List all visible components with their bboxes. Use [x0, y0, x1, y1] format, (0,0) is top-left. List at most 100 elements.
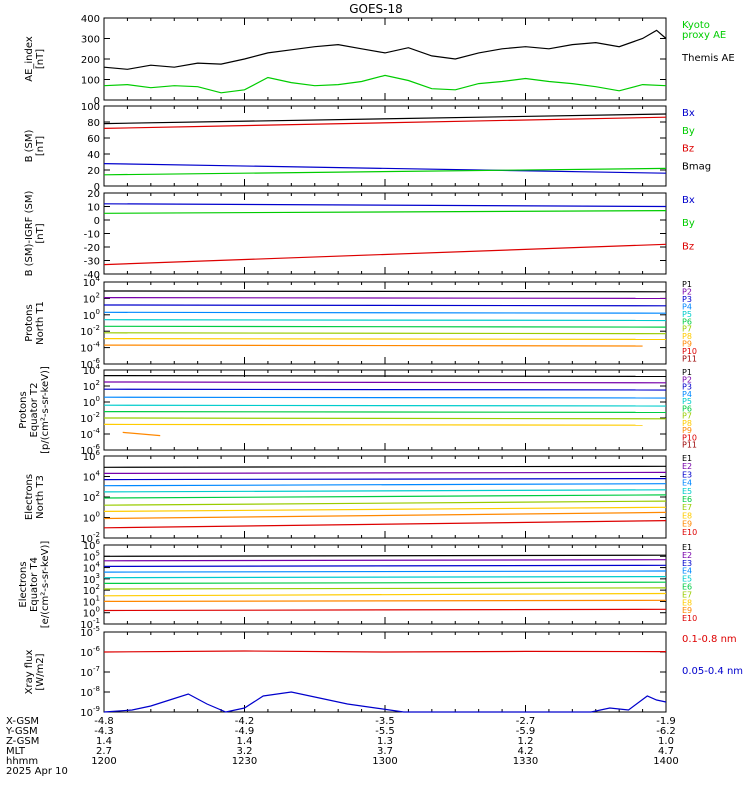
legend-label-e1: E1 [682, 543, 692, 552]
footer-row-value: -3.5 [375, 716, 395, 727]
series-line-e3 [103, 564, 667, 568]
series-line-p3 [103, 388, 667, 391]
footer-row-value: -1.9 [656, 716, 676, 727]
y-tick-label: 100 [81, 102, 100, 113]
y-tick-label: 10-6 [80, 645, 100, 659]
legend-label-0-05-0-4-nm: 0.05-0.4 nm [682, 666, 743, 677]
y-tick-label: 20 [87, 189, 100, 200]
series-line-bx [103, 163, 667, 174]
footer-row-value: -5.5 [375, 726, 395, 737]
series-line-bz [103, 116, 667, 129]
y-tick-label: 105 [83, 549, 100, 563]
series-line-p2 [103, 297, 667, 299]
series-line-e5 [103, 575, 667, 579]
legend-label-p6: P6 [682, 404, 692, 413]
footer-row-value: 1.3 [377, 736, 393, 747]
legend-label-p11: P11 [682, 355, 697, 364]
series-line-p7 [103, 332, 667, 335]
series-line-p6 [103, 411, 667, 413]
footer-row-value: 1230 [232, 756, 257, 767]
series-line-themis-ae [103, 29, 667, 70]
series-line-e6 [103, 581, 667, 585]
y-axis-label: Equator T2 [29, 383, 40, 438]
y-tick-label: 10-6 [80, 443, 100, 457]
legend-label-e1: E1 [682, 454, 692, 463]
footer-row-value: 1400 [653, 756, 678, 767]
y-axis-label: Electrons [24, 474, 35, 520]
series-line-p7 [103, 417, 667, 420]
y-tick-label: 10-9 [80, 705, 100, 719]
y-tick-label: 20 [87, 166, 100, 177]
legend-label-bx: Bx [682, 108, 695, 119]
y-tick-label: 40 [87, 150, 100, 161]
footer-row-value: -4.3 [94, 726, 114, 737]
y-axis-label: AE_index [24, 36, 35, 82]
y-tick-label: 101 [83, 594, 100, 608]
y-tick-label: 10-2 [80, 411, 100, 425]
legend-label-p3: P3 [682, 295, 692, 304]
y-tick-label: -30 [84, 257, 100, 268]
footer-row-value: -4.9 [235, 726, 255, 737]
series-line-e2 [103, 559, 667, 562]
legend-label-p10: P10 [682, 433, 697, 442]
series-line-p2 [103, 381, 667, 384]
series-line-bz [103, 243, 667, 266]
y-tick-label: 106 [83, 449, 101, 463]
y-axis-label: [nT] [35, 136, 46, 156]
panel-bigrf: -40 -30 -20 -10 0 10 20 B (SM)-IGRF (SM) [nT] Bx B… [24, 189, 695, 281]
y-axis-label: Protons [24, 304, 35, 341]
series-line-e10 [103, 520, 667, 529]
series-line-e8 [103, 592, 667, 597]
footer-row-value: 1300 [372, 756, 397, 767]
footer-row-label: X-GSM [6, 716, 39, 727]
y-axis-label: B (SM) [24, 129, 35, 162]
footer-row-value: 4.2 [518, 746, 534, 757]
footer-row-label: hhmm [6, 756, 38, 767]
series-line-p4 [103, 311, 667, 314]
legend-label-e5: E5 [682, 575, 692, 584]
y-tick-label: 10-4 [80, 427, 100, 441]
series-line-by [103, 210, 667, 214]
y-axis-label: Protons [18, 391, 29, 428]
y-tick-label: 10-8 [80, 685, 100, 699]
panel-xray: 10-9 10-8 10-7 10-6 10-5 Xray flux [W/m2] 0.1-0… [24, 625, 743, 719]
y-tick-label: 102 [83, 490, 100, 504]
series-line-bmag [103, 113, 667, 125]
y-tick-label: 100 [83, 395, 100, 409]
legend-label-bx: Bx [682, 195, 695, 206]
series-line-e7 [103, 500, 667, 506]
legend-label-e5: E5 [682, 487, 692, 496]
y-tick-label: 0 [94, 182, 100, 193]
y-tick-label: 0 [94, 96, 100, 107]
legend-label-kyoto-proxy-ae: Kyoto [682, 20, 710, 31]
y-tick-label: 100 [81, 76, 100, 87]
panel-protons_t1: 10-6 10-4 10-2 100 102 104 Protons North T1 P1P2… [24, 275, 697, 371]
footer-row-value: 1.4 [96, 736, 112, 747]
series-line-e10 [103, 608, 667, 612]
legend-label-0-1-0-8-nm: 0.1-0.8 nm [682, 634, 737, 645]
y-tick-label: 10 [87, 203, 100, 214]
series-line-e7 [103, 587, 667, 590]
series-line-e5 [103, 489, 667, 493]
y-axis-label: [e/(cm²-s-sr-keV)] [40, 541, 51, 629]
series-line-p4 [103, 396, 667, 399]
legend-label-p7: P7 [682, 325, 692, 334]
y-tick-label: 80 [87, 118, 100, 129]
series-line-e4 [103, 483, 667, 487]
series-line-e2 [103, 471, 667, 474]
footer-row-label: Z-GSM [6, 736, 39, 747]
legend-label-p1: P1 [682, 280, 692, 289]
y-tick-label: 104 [83, 275, 101, 289]
legend-label-bz: Bz [682, 144, 694, 155]
series-line-e3 [103, 478, 667, 481]
series-line-e8 [103, 506, 667, 512]
y-tick-label: 300 [81, 35, 100, 46]
y-tick-label: 102 [83, 379, 100, 393]
footer-row-value: -4.2 [235, 716, 255, 727]
legend-label-e8: E8 [682, 598, 692, 607]
series-line-e1 [103, 465, 667, 468]
